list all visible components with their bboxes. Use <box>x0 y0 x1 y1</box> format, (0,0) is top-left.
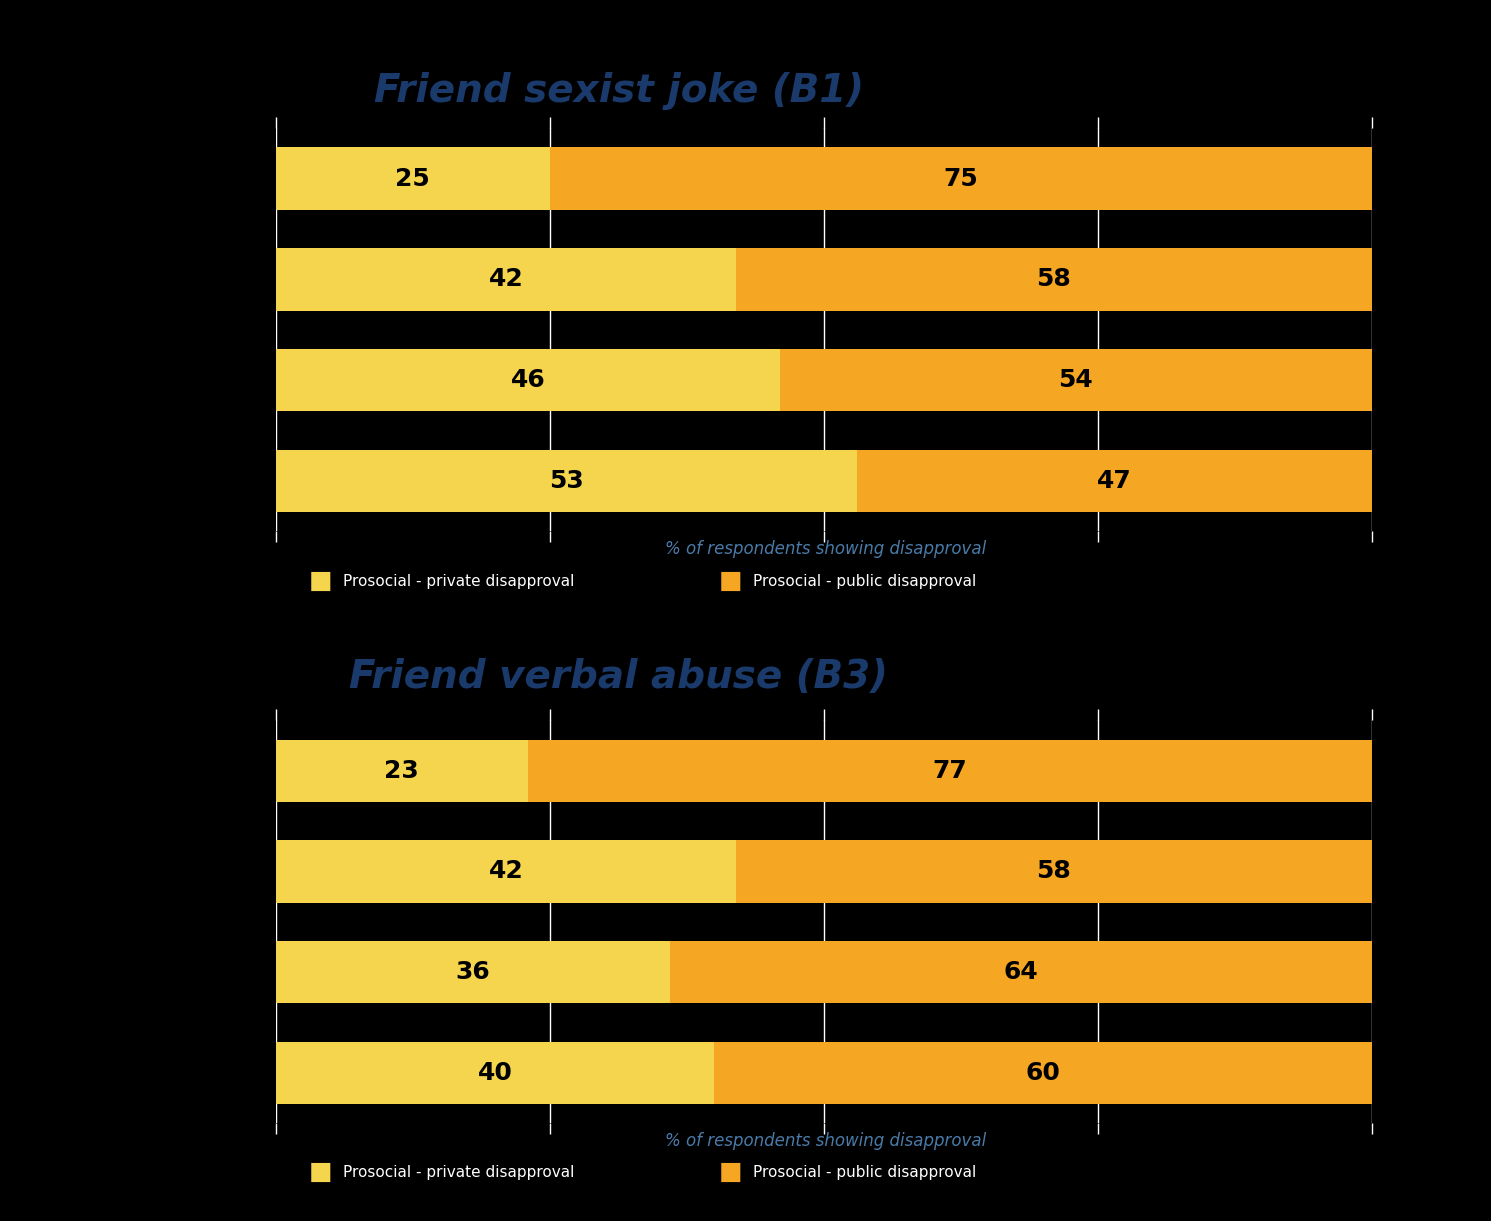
Text: 47: 47 <box>1097 469 1132 493</box>
Text: 40: 40 <box>477 1061 513 1085</box>
Bar <box>780 349 1372 411</box>
Text: Prosocial - private disapproval: Prosocial - private disapproval <box>343 1165 574 1179</box>
Bar <box>528 740 1372 802</box>
Text: 77: 77 <box>932 758 968 783</box>
Bar <box>276 941 671 1004</box>
Text: 46: 46 <box>510 368 546 392</box>
Bar <box>276 740 528 802</box>
Text: 23: 23 <box>385 758 419 783</box>
Text: 42: 42 <box>489 267 523 292</box>
Text: Friend sexist joke (B1): Friend sexist joke (B1) <box>374 72 863 110</box>
Text: % of respondents showing disapproval: % of respondents showing disapproval <box>665 1132 987 1150</box>
Text: 64: 64 <box>1003 960 1038 984</box>
Text: ■: ■ <box>719 1160 743 1184</box>
Bar <box>714 1042 1372 1104</box>
Text: 36: 36 <box>456 960 491 984</box>
Bar <box>276 1042 714 1104</box>
Text: 58: 58 <box>1036 267 1072 292</box>
Bar <box>857 449 1372 512</box>
Text: 53: 53 <box>549 469 583 493</box>
Bar <box>276 248 737 310</box>
Text: 60: 60 <box>1026 1061 1060 1085</box>
Bar <box>276 148 550 210</box>
Text: Friend verbal abuse (B3): Friend verbal abuse (B3) <box>349 658 889 696</box>
Bar <box>276 349 780 411</box>
Text: ■: ■ <box>719 569 743 593</box>
Bar <box>276 449 857 512</box>
Text: 54: 54 <box>1059 368 1093 392</box>
Bar <box>276 840 737 902</box>
Text: 75: 75 <box>944 166 978 190</box>
Bar <box>550 148 1372 210</box>
Text: 42: 42 <box>489 860 523 884</box>
Text: % of respondents showing disapproval: % of respondents showing disapproval <box>665 540 987 558</box>
Bar <box>671 941 1372 1004</box>
Text: 58: 58 <box>1036 860 1072 884</box>
Text: 25: 25 <box>395 166 431 190</box>
Text: ■: ■ <box>309 1160 332 1184</box>
Bar <box>737 840 1372 902</box>
Bar <box>737 248 1372 310</box>
Text: Prosocial - private disapproval: Prosocial - private disapproval <box>343 574 574 589</box>
Text: Prosocial - public disapproval: Prosocial - public disapproval <box>753 574 977 589</box>
Text: Prosocial - public disapproval: Prosocial - public disapproval <box>753 1165 977 1179</box>
Text: ■: ■ <box>309 569 332 593</box>
